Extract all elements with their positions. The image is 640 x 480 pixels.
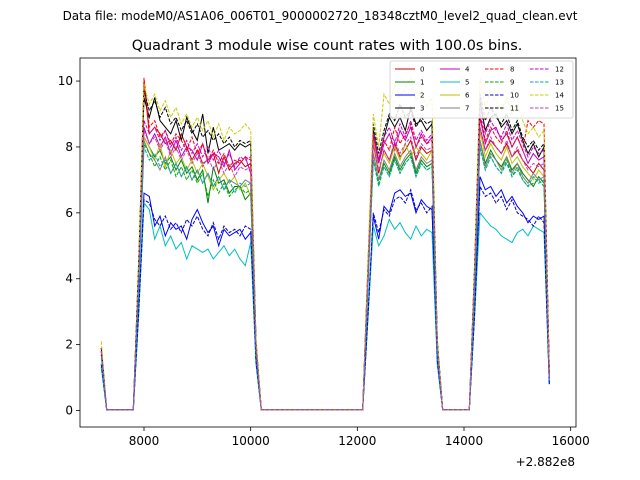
y-tick-label: 2 <box>65 338 73 352</box>
legend-entry-8: 8 <box>485 66 514 74</box>
series-line-15 <box>100 127 550 411</box>
legend-entry-15: 15 <box>530 105 564 113</box>
series-line-1 <box>100 135 550 411</box>
figure-suptitle: Data file: modeM0/AS1A06_006T01_90000027… <box>63 9 578 23</box>
legend-label: 15 <box>555 105 564 113</box>
legend-box <box>389 60 574 119</box>
legend-entry-14: 14 <box>530 92 564 100</box>
y-tick-label: 8 <box>65 140 73 154</box>
legend-label: 1 <box>420 79 424 87</box>
series-line-12 <box>100 107 550 411</box>
series-line-2 <box>100 176 550 411</box>
x-tick-label: 16000 <box>552 434 590 448</box>
y-tick-label: 6 <box>65 206 73 220</box>
legend-entry-10: 10 <box>485 92 519 100</box>
legend-entry-13: 13 <box>530 79 564 87</box>
legend-entry-11: 11 <box>485 105 519 113</box>
series-line-10 <box>100 184 550 411</box>
series-line-5 <box>100 201 550 411</box>
y-tick-label: 0 <box>65 404 73 418</box>
legend-label: 13 <box>555 79 564 87</box>
legend-entry-12: 12 <box>530 66 564 74</box>
series-line-3 <box>100 97 550 411</box>
series-line-4 <box>100 117 550 411</box>
legend-label: 6 <box>465 92 470 100</box>
legend-entry-2: 2 <box>395 92 424 100</box>
legend-label: 7 <box>465 105 469 113</box>
axis-ticks: 8000 10000 12000 14000 16000 0 2 4 6 8 10 <box>58 74 590 448</box>
legend-label: 9 <box>510 79 514 87</box>
legend-label: 8 <box>510 66 514 74</box>
legend-label: 2 <box>420 92 424 100</box>
x-tick-label: 8000 <box>129 434 160 448</box>
x-axis-offset-label: +2.882e8 <box>516 455 575 469</box>
x-tick-label: 14000 <box>445 434 483 448</box>
legend-label: 12 <box>555 66 564 74</box>
x-tick-label: 12000 <box>338 434 376 448</box>
series-line-6 <box>100 130 550 411</box>
y-tick-label: 10 <box>58 74 73 88</box>
legend-label: 11 <box>510 105 519 113</box>
legend-entry-6: 6 <box>440 92 470 100</box>
legend-entry-0: 0 <box>395 66 424 74</box>
legend-entry-7: 7 <box>440 105 469 113</box>
axes-frame <box>79 57 577 428</box>
legend-label: 0 <box>420 66 424 74</box>
legend-label: 4 <box>465 66 470 74</box>
series-line-14 <box>100 76 550 411</box>
legend-entry-9: 9 <box>485 79 514 87</box>
legend-label: 3 <box>420 105 424 113</box>
legend-label: 5 <box>465 79 469 87</box>
x-tick-label: 10000 <box>232 434 270 448</box>
legend-entry-4: 4 <box>440 66 470 74</box>
legend-entry-3: 3 <box>395 105 424 113</box>
chart-title: Quadrant 3 module wise count rates with … <box>132 38 523 54</box>
legend-entry-5: 5 <box>440 79 469 87</box>
legend-entry-1: 1 <box>395 79 424 87</box>
y-tick-label: 4 <box>65 272 73 286</box>
legend-label: 10 <box>510 92 519 100</box>
series-line-9 <box>100 141 550 411</box>
legend-label: 14 <box>555 92 564 100</box>
series-layer <box>100 76 550 411</box>
series-line-13 <box>100 146 550 411</box>
